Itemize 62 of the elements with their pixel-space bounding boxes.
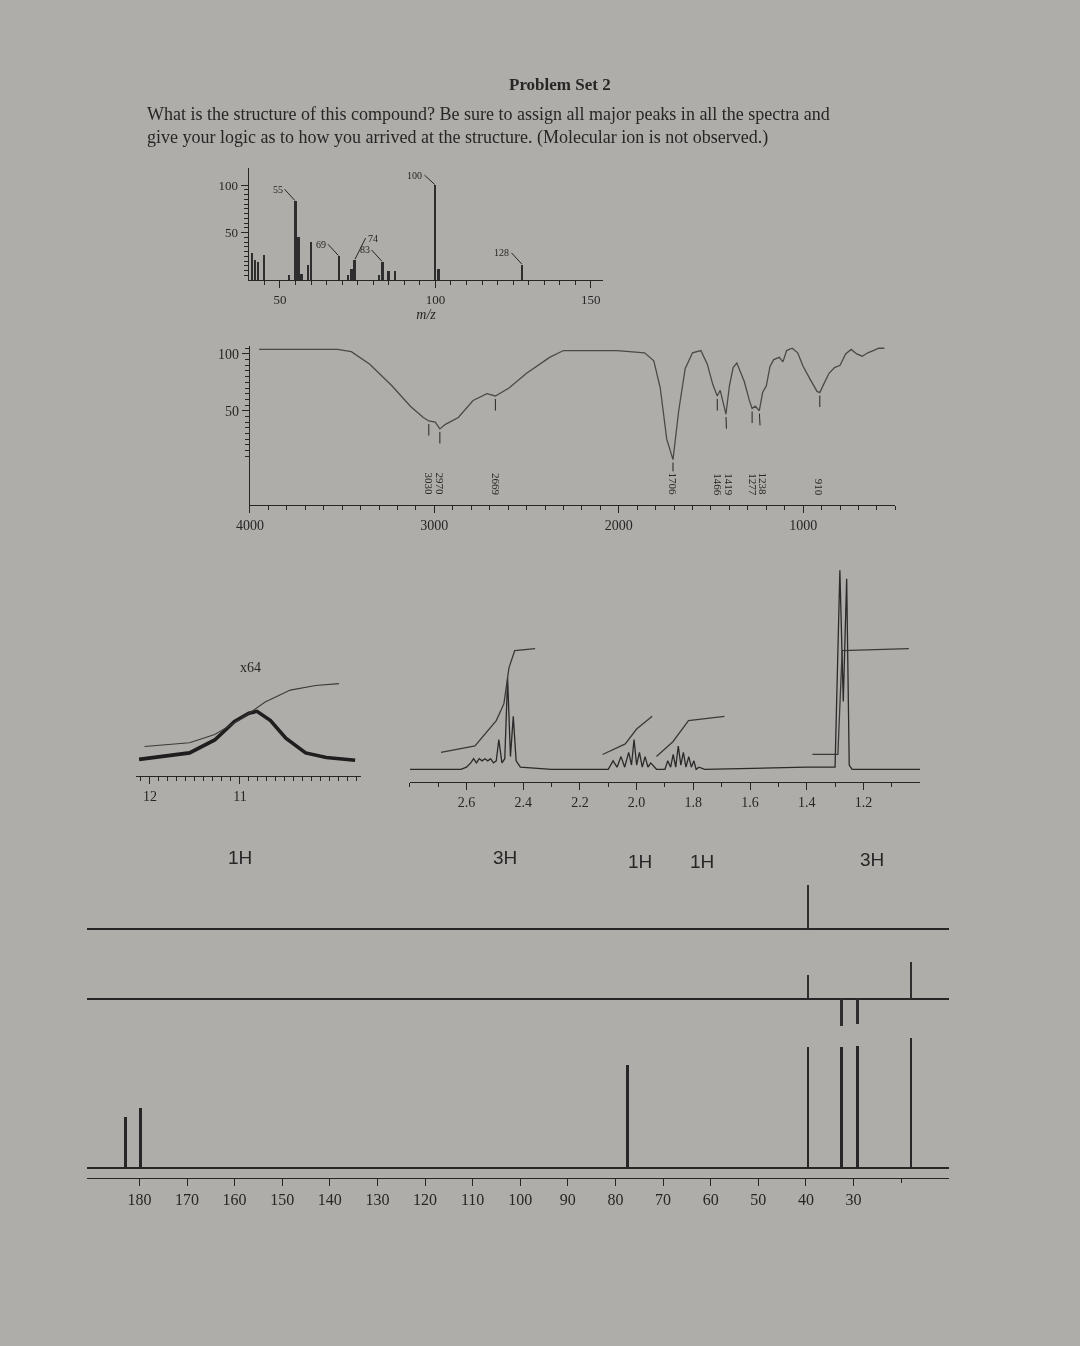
x-tick-label: 12 [142,789,157,804]
y-tick-label: 100 [217,346,239,362]
x-tick-label: 90 [559,1191,576,1209]
text: 3H [493,847,518,868]
x-tick-label: 1.6 [741,795,759,810]
line-series [258,347,886,461]
x-tick-label: 70 [655,1191,672,1209]
x-tick-label: 130 [365,1191,390,1209]
text: x64 [240,660,261,675]
x-tick-label: 2.4 [514,795,532,810]
annotation: 69 [316,239,326,250]
text: 1H [228,847,253,868]
annotation: 74 [368,233,378,244]
annotation: 2669 [489,473,502,496]
text: 3H [860,849,885,870]
x-tick-label: 30 [845,1191,862,1209]
x-tick-label: 1.4 [797,795,816,810]
x-tick-label: 80 [607,1191,624,1209]
x-tick-label: 1.8 [684,795,703,810]
annotation: 1706 [667,472,680,495]
y-tick-label: 50 [225,225,239,241]
x-axis-title: m/z [416,307,437,323]
annotation: 1277 [746,473,759,496]
annotation: 910 [813,478,826,496]
annotation: 100 [407,170,422,181]
x-tick-label: 1000 [789,518,818,533]
y-tick-label: 50 [224,403,239,419]
annotation: 1466 [711,473,724,496]
annotation: 3030 [423,472,436,496]
x-tick-label: 2.6 [457,795,476,810]
x-tick-label: 2.0 [627,795,646,810]
annotation: 1419 [722,473,735,496]
x-tick-label: 150 [270,1191,295,1209]
x-tick-label: 140 [317,1191,342,1209]
y-tick-label: 100 [218,177,239,193]
annotation: 83 [360,244,370,255]
chart-title: Problem Set 2 [509,75,611,94]
x-tick-label: 150 [581,291,601,307]
x-tick-label: 120 [413,1191,438,1209]
x-tick-label: 11 [233,789,247,804]
x-tick-label: 4000 [235,518,264,533]
x-tick-label: 1.2 [854,795,873,810]
annotation: 2970 [434,472,447,496]
x-tick-label: 40 [797,1191,814,1209]
x-tick-label: 3000 [420,518,449,533]
x-tick-label: 180 [127,1191,152,1209]
x-tick-label: 160 [222,1191,247,1209]
text: 1H [690,851,715,872]
x-tick-label: 50 [750,1191,767,1209]
x-tick-label: 2.2 [571,795,589,810]
annotation: 55 [273,184,283,195]
annotation: 1238 [757,472,770,495]
x-tick-label: 2000 [604,518,633,533]
x-tick-label: 50 [273,291,287,307]
x-tick-label: 100 [425,291,446,307]
annotation: 128 [494,247,509,258]
x-tick-label: 100 [508,1191,533,1209]
x-tick-label: 170 [175,1191,200,1209]
x-tick-label: 110 [460,1191,485,1209]
chart-subtitle: What is the structure of this compound? Be sure to assign all major peaks in all the spectra and give your logic as to how you arrived at the structure. (Molecular ion is not observed.) [147,104,830,149]
text: 1H [628,851,653,872]
x-tick-label: 60 [702,1191,719,1209]
